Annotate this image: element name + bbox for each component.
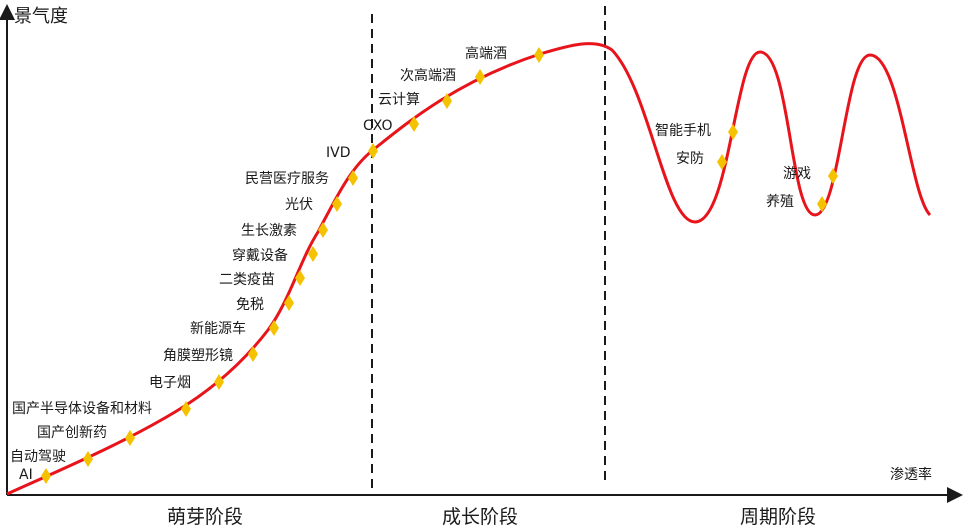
label-duty-free: 免税 (236, 297, 264, 313)
marker-smartphone (728, 124, 738, 140)
label-smartphone: 智能手机 (655, 123, 711, 139)
marker-duty-free (284, 295, 294, 311)
label-growth-hormone: 生长激素 (241, 222, 297, 239)
marker-cloud (442, 93, 452, 109)
label-gaming: 游戏 (783, 166, 811, 182)
label-nev: 新能源车 (190, 320, 246, 337)
label-e-cigarette: 电子烟 (149, 375, 191, 391)
label-cloud: 云计算 (378, 92, 420, 108)
label-ortho-k-lens: 角膜塑形镜 (163, 348, 233, 364)
label-ivd: IVD (326, 145, 351, 161)
marker-e-cigarette (214, 374, 224, 390)
marker-semiconductor (181, 401, 191, 417)
marker-ivd (368, 143, 378, 159)
marker-sub-premium-liquor (475, 69, 485, 85)
lifecycle-curve (6, 42, 932, 496)
stage-label-sprout: 萌芽阶段 (167, 506, 243, 528)
label-innovative-drug: 国产创新药 (37, 425, 107, 441)
y-axis-label: 景气度 (14, 6, 68, 27)
label-premium-liquor: 高端酒 (465, 45, 507, 62)
marker-pv (332, 196, 342, 212)
marker-farming (817, 196, 827, 212)
marker-cxo (409, 116, 419, 132)
stage-label-cycle: 周期阶段 (740, 506, 816, 528)
label-cxo: CXO (363, 118, 393, 134)
stage-label-growth: 成长阶段 (442, 506, 518, 528)
marker-ortho-k-lens (248, 346, 258, 362)
marker-wearables (308, 246, 318, 262)
marker-growth-hormone (318, 222, 328, 238)
marker-private-healthcare (348, 170, 358, 186)
label-pv: 光伏 (285, 197, 313, 213)
marker-innovative-drug (125, 430, 135, 446)
label-sub-premium-liquor: 次高端酒 (400, 67, 456, 84)
x-axis-label: 渗透率 (890, 466, 932, 483)
label-ai: AI (19, 467, 33, 483)
marker-security (717, 154, 727, 170)
label-vaccine: 二类疫苗 (219, 272, 275, 288)
label-security: 安防 (676, 151, 704, 167)
label-semiconductor: 国产半导体设备和材料 (12, 400, 152, 417)
marker-ai (41, 468, 51, 484)
label-private-healthcare: 民营医疗服务 (245, 171, 329, 187)
label-farming: 养殖 (766, 193, 794, 210)
marker-nev (269, 320, 279, 336)
label-autonomous-driving: 自动驾驶 (10, 449, 66, 465)
marker-autonomous-driving (83, 451, 93, 467)
marker-premium-liquor (534, 47, 544, 63)
label-wearables: 穿戴设备 (232, 247, 288, 264)
marker-gaming (828, 168, 838, 184)
marker-vaccine (295, 270, 305, 286)
